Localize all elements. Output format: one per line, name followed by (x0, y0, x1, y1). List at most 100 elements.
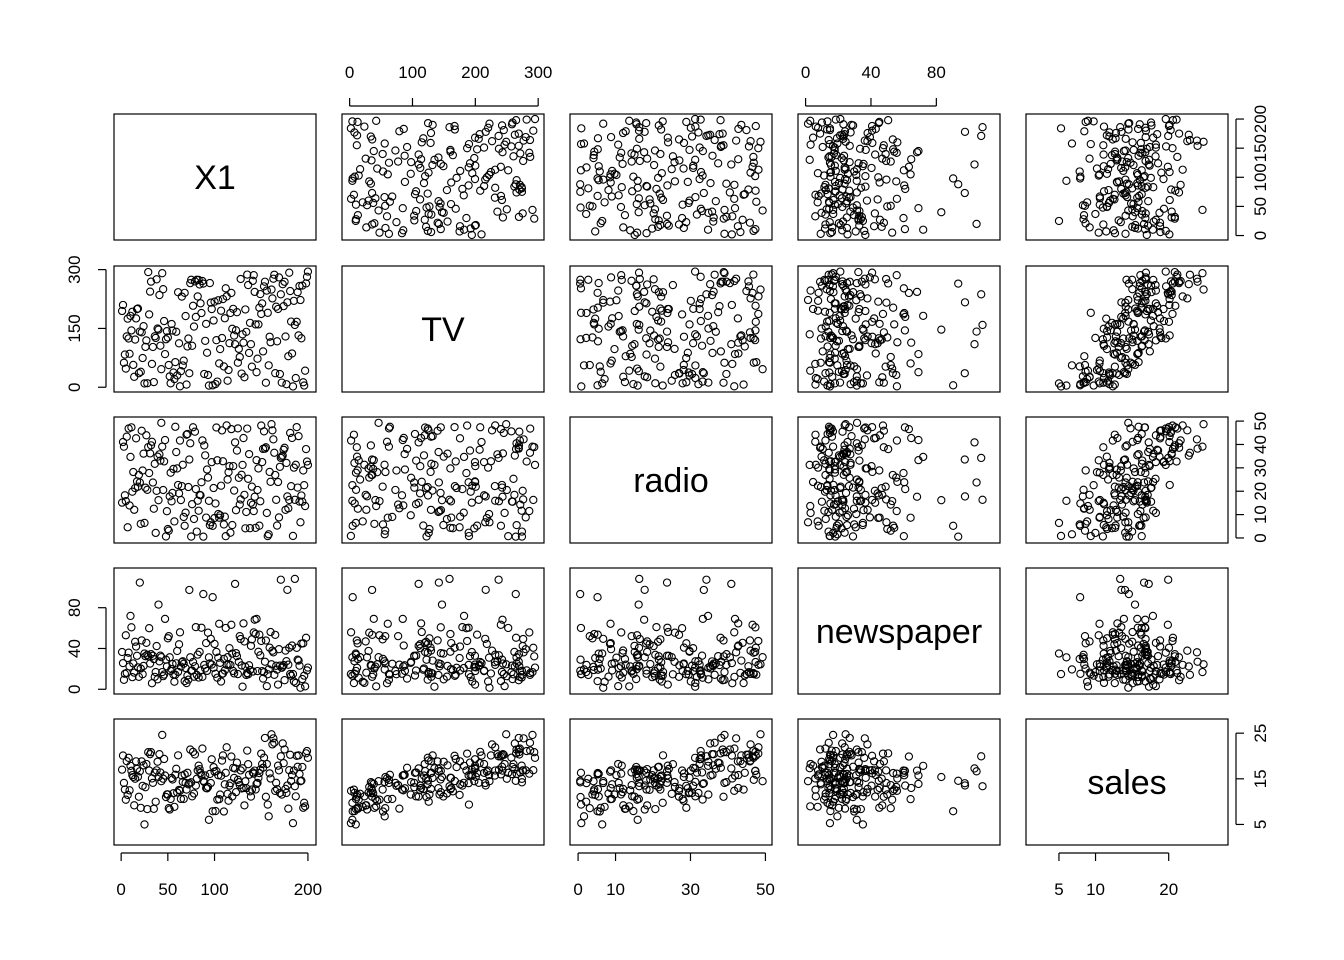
data-point (960, 188, 969, 198)
data-point (640, 201, 649, 210)
data-point (833, 361, 842, 370)
data-point (846, 380, 855, 389)
panel-X1-vs-radio (569, 113, 773, 241)
data-point (271, 630, 280, 640)
data-point (619, 372, 628, 381)
data-point (1141, 492, 1150, 501)
data-point (658, 117, 667, 126)
data-point (1185, 270, 1195, 279)
data-point (1105, 128, 1114, 137)
data-point (1075, 520, 1084, 529)
data-point (399, 226, 408, 235)
data-point (830, 485, 839, 495)
data-point (813, 463, 823, 472)
data-point (392, 466, 401, 475)
data-point (852, 188, 861, 197)
data-point (1139, 478, 1149, 487)
data-point (1089, 481, 1098, 490)
data-point (937, 772, 946, 782)
data-point (121, 795, 130, 804)
data-point (487, 137, 497, 146)
data-point (439, 520, 448, 530)
data-point (507, 753, 516, 762)
data-point (426, 138, 435, 148)
data-point (471, 461, 480, 471)
data-point (529, 643, 538, 652)
data-point (749, 152, 758, 162)
data-point (814, 288, 823, 297)
data-point (825, 124, 835, 133)
data-point (577, 124, 586, 133)
data-point (633, 815, 642, 824)
data-point (272, 778, 281, 787)
data-point (197, 308, 206, 318)
data-point (517, 761, 526, 770)
data-point (696, 167, 706, 177)
data-point (612, 653, 621, 662)
data-point (120, 350, 130, 359)
data-point (691, 678, 700, 688)
data-point (280, 745, 289, 754)
data-point (371, 495, 380, 505)
data-point (888, 786, 897, 796)
data-point (138, 353, 147, 363)
data-point (815, 745, 825, 754)
data-point (1121, 146, 1130, 155)
data-point (485, 683, 494, 692)
data-point (276, 453, 285, 463)
data-point (1135, 497, 1144, 506)
data-point (1104, 185, 1113, 195)
data-point (875, 431, 885, 440)
data-point (450, 751, 459, 760)
data-point (141, 483, 150, 492)
data-point (704, 378, 713, 387)
data-point (497, 762, 507, 771)
data-point (391, 146, 400, 155)
data-point (148, 478, 158, 487)
data-point (426, 784, 436, 794)
data-point (884, 116, 893, 125)
data-point (914, 368, 923, 377)
data-point (346, 819, 356, 828)
data-point (831, 115, 840, 124)
data-point (388, 512, 397, 522)
data-point (690, 114, 700, 124)
data-point (140, 820, 149, 829)
data-point (182, 380, 191, 389)
data-point (410, 216, 419, 225)
data-point (704, 675, 713, 684)
data-point (1111, 128, 1121, 138)
data-point (1141, 310, 1150, 319)
data-point (1148, 311, 1158, 321)
data-point (1102, 131, 1111, 140)
data-point (900, 326, 910, 335)
data-point (510, 451, 519, 460)
data-point (1122, 179, 1131, 188)
data-point (522, 115, 531, 124)
data-point (498, 213, 508, 222)
data-point (516, 768, 525, 777)
data-point (424, 797, 433, 806)
panel-TV-vs-sales (1025, 265, 1229, 393)
data-point (639, 148, 649, 157)
data-point (734, 641, 743, 650)
data-point (207, 755, 216, 764)
data-point (1124, 279, 1134, 288)
data-point (593, 191, 602, 201)
data-point (841, 488, 851, 498)
data-point (1086, 308, 1095, 317)
data-point (218, 457, 228, 466)
data-point (906, 795, 915, 804)
data-point (299, 803, 308, 812)
data-point (590, 785, 599, 794)
data-point (266, 774, 275, 783)
data-point (280, 676, 289, 685)
data-point (1113, 507, 1122, 517)
data-point (212, 647, 221, 657)
data-point (129, 360, 138, 370)
data-point (662, 219, 672, 229)
data-point (173, 646, 182, 656)
data-point (361, 637, 370, 646)
data-point (164, 526, 173, 535)
data-point (749, 158, 758, 167)
